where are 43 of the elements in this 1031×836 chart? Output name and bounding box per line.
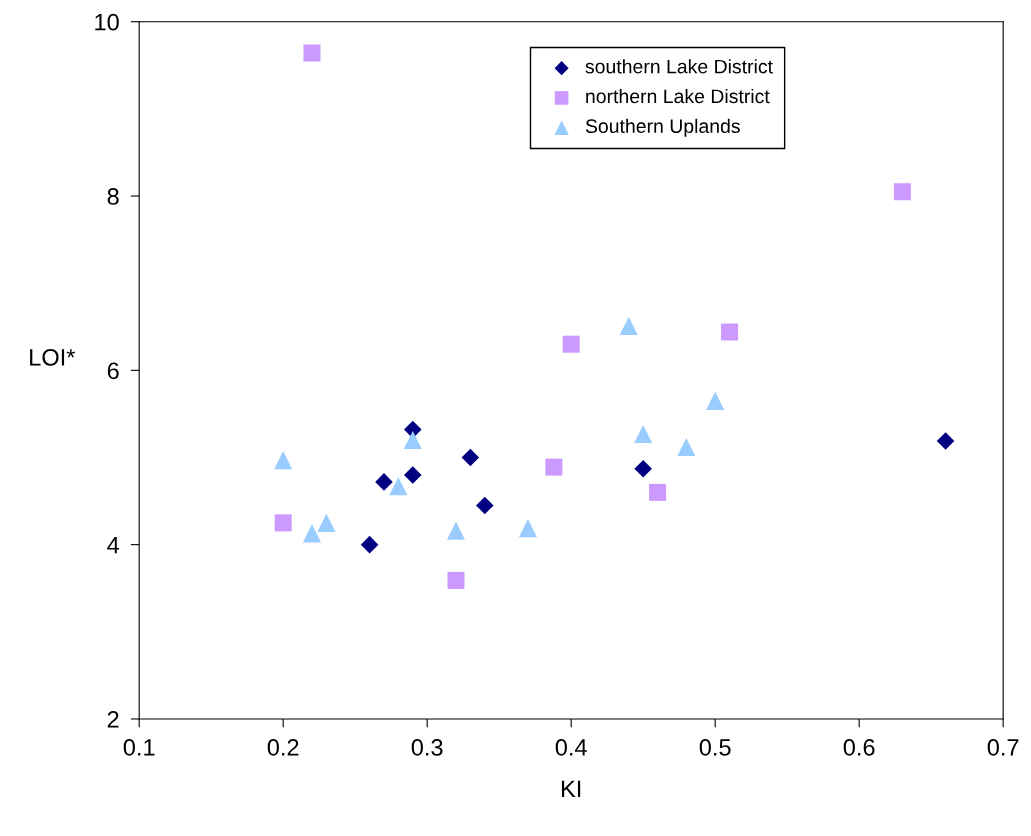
point (447, 571, 465, 589)
point (274, 451, 293, 470)
legend-label: Southern Uplands (585, 118, 740, 137)
point (936, 432, 955, 450)
point (677, 437, 696, 457)
point (274, 514, 292, 532)
point (721, 323, 739, 341)
y-tick-label: 10 (95, 13, 119, 31)
point (634, 460, 652, 478)
x-tick-label: 0.2 (267, 739, 299, 756)
x-tick-label: 0.6 (843, 739, 875, 756)
point (619, 316, 638, 335)
point (518, 519, 538, 538)
x-tick-label: 0.7 (987, 739, 1019, 756)
point (446, 521, 466, 540)
point (562, 335, 580, 353)
x-tick-label: 0.1 (123, 739, 155, 756)
y-tick-label: 4 (107, 536, 120, 554)
x-tick-label: 0.3 (411, 739, 443, 756)
point (317, 513, 336, 532)
y-tick-label: 2 (107, 711, 119, 728)
point (403, 431, 422, 450)
y-tick-label: 6 (107, 362, 119, 380)
legend-label: northern Lake District (586, 88, 770, 104)
x-axis-title: KI (561, 780, 581, 797)
point (403, 466, 422, 484)
point (649, 483, 667, 501)
point (461, 448, 480, 467)
x-tick-label: 0.5 (699, 739, 731, 756)
point (303, 44, 321, 62)
point (634, 424, 653, 444)
y-tick-label: 8 (107, 188, 119, 205)
point (475, 496, 494, 515)
legend-label: southern Lake District (585, 59, 773, 74)
point (389, 477, 408, 496)
point (706, 391, 725, 410)
y-axis-title: LOI* (30, 348, 76, 366)
point (893, 183, 911, 201)
point (302, 524, 322, 543)
point (545, 458, 563, 476)
point (360, 535, 379, 554)
x-tick-label: 0.4 (555, 739, 587, 756)
point (375, 473, 393, 491)
